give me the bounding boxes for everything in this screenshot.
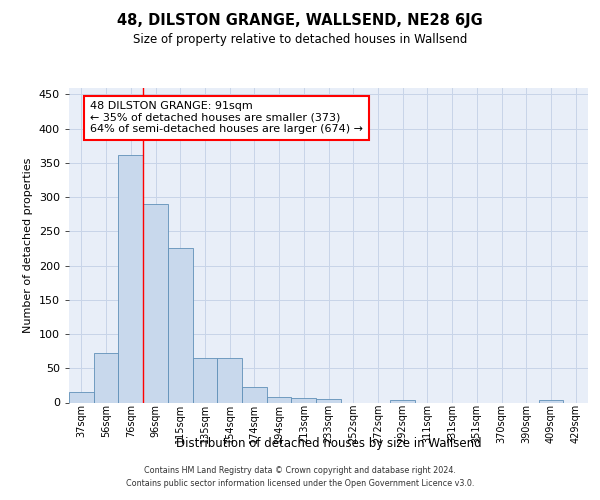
Text: 48 DILSTON GRANGE: 91sqm
← 35% of detached houses are smaller (373)
64% of semi-: 48 DILSTON GRANGE: 91sqm ← 35% of detach… [90,101,363,134]
Bar [94,352,118,403]
Bar [390,400,415,402]
Text: Size of property relative to detached houses in Wallsend: Size of property relative to detached ho… [133,32,467,46]
Bar [267,397,292,402]
Text: Contains HM Land Registry data © Crown copyright and database right 2024.
Contai: Contains HM Land Registry data © Crown c… [126,466,474,487]
Bar [168,248,193,402]
Bar [143,204,168,402]
Bar [217,358,242,403]
Bar [69,392,94,402]
Bar [242,388,267,402]
Y-axis label: Number of detached properties: Number of detached properties [23,158,33,332]
Bar [118,154,143,402]
Text: Distribution of detached houses by size in Wallsend: Distribution of detached houses by size … [176,438,482,450]
Bar [539,400,563,402]
Bar [316,399,341,402]
Text: 48, DILSTON GRANGE, WALLSEND, NE28 6JG: 48, DILSTON GRANGE, WALLSEND, NE28 6JG [117,12,483,28]
Bar [292,398,316,402]
Bar [193,358,217,403]
